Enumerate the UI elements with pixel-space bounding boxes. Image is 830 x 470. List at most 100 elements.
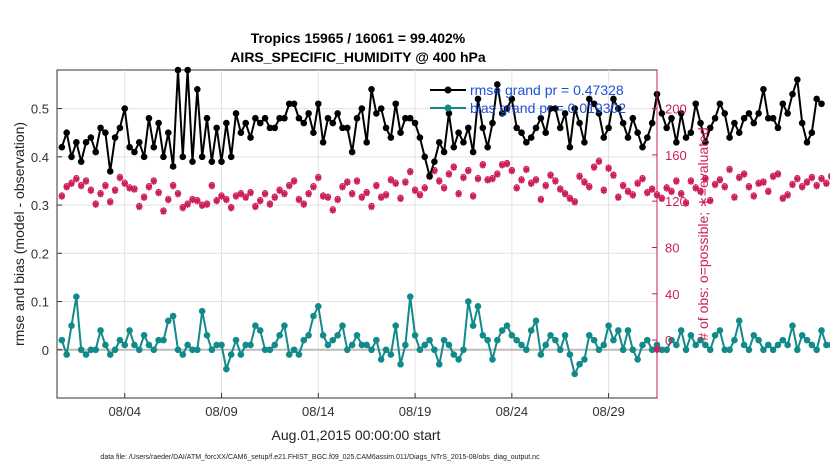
- rmse-point: [532, 124, 540, 132]
- x-tick-label: 08/04: [108, 404, 141, 419]
- bias-point: [440, 336, 448, 344]
- obs-evaluated-marker: [73, 175, 80, 183]
- series-rmse: [58, 66, 825, 180]
- rmse-point: [610, 95, 617, 103]
- obs-evaluated-marker: [203, 201, 211, 208]
- bias-point: [464, 298, 472, 305]
- bias-point: [348, 341, 356, 349]
- rmse-point: [479, 124, 487, 132]
- obs-evaluated-marker: [808, 174, 816, 182]
- rmse-point: [97, 124, 104, 132]
- y-left-tick-label: 0.4: [31, 150, 49, 165]
- y-axis-left-label: rmse and bias (model - observation): [11, 122, 27, 346]
- rmse-point: [68, 153, 75, 161]
- legend-label-rmse: rmse grand pr = 0.47328: [470, 82, 624, 98]
- rmse-point: [494, 81, 501, 88]
- rmse-point: [82, 139, 90, 146]
- rmse-point: [644, 134, 651, 141]
- rmse-point: [731, 119, 738, 127]
- bias-point: [537, 351, 545, 358]
- bias-point: [808, 341, 816, 349]
- obs-evaluated-marker: [174, 191, 182, 198]
- obs-evaluated-marker: [697, 188, 704, 196]
- obs-evaluated-marker: [392, 180, 399, 188]
- obs-evaluated-marker: [218, 193, 225, 200]
- bias-point: [189, 346, 196, 354]
- rmse-point: [663, 124, 670, 132]
- obs-evaluated-marker: [411, 187, 419, 194]
- bias-point: [445, 341, 453, 349]
- obs-evaluated-marker: [508, 167, 516, 175]
- obs-evaluated-marker: [281, 191, 288, 198]
- bias-point: [261, 346, 269, 354]
- bias-point: [561, 331, 569, 339]
- rmse-point: [813, 95, 820, 103]
- bias-point: [750, 331, 758, 339]
- rmse-point: [377, 105, 385, 112]
- bias-point: [77, 346, 85, 354]
- bias-point: [726, 346, 733, 354]
- obs-evaluated-marker: [479, 162, 487, 169]
- rmse-point: [155, 119, 162, 127]
- obs-evaluated-marker: [566, 195, 574, 203]
- rmse-point: [397, 129, 404, 137]
- obs-evaluated-marker: [131, 186, 138, 193]
- obs-evaluated-marker: [644, 189, 651, 197]
- obs-evaluated-marker: [82, 178, 90, 185]
- rmse-point: [285, 100, 293, 108]
- rmse-point: [431, 158, 438, 165]
- bias-point: [135, 346, 143, 354]
- obs-evaluated-marker: [208, 182, 216, 190]
- bias-point: [523, 346, 530, 354]
- obs-evaluated-marker: [798, 184, 806, 191]
- bias-point: [435, 360, 443, 368]
- rmse-point: [498, 110, 506, 117]
- obs-evaluated-marker: [745, 184, 753, 191]
- obs-evaluated-marker: [334, 196, 341, 204]
- bias-point: [368, 346, 375, 354]
- bias-point: [271, 341, 279, 349]
- bias-point: [798, 331, 806, 339]
- rmse-point: [73, 139, 80, 146]
- rmse-point: [702, 139, 709, 146]
- rmse-point: [523, 139, 530, 146]
- y-right-tick-label: 200: [665, 102, 687, 117]
- rmse-point: [508, 95, 516, 103]
- bias-point: [203, 331, 211, 339]
- bias-point: [764, 341, 772, 349]
- rmse-point: [242, 119, 250, 127]
- obs-evaluated-marker: [155, 189, 162, 197]
- obs-evaluated-marker: [87, 187, 95, 194]
- obs-evaluated-marker: [310, 184, 317, 191]
- y-right-tick-label: 40: [665, 287, 679, 302]
- x-tick-label: 08/14: [302, 404, 335, 419]
- series-bias: [58, 293, 830, 378]
- rmse-point: [358, 105, 366, 112]
- bias-point: [619, 346, 627, 354]
- series-obs_evaluated: [58, 158, 830, 215]
- rmse-point: [102, 129, 109, 137]
- obs-evaluated-marker: [707, 197, 714, 205]
- rmse-point: [300, 119, 308, 127]
- obs-evaluated-marker: [726, 166, 733, 174]
- bias-point: [169, 312, 177, 320]
- bias-point: [484, 336, 491, 344]
- obs-evaluated-marker: [436, 178, 443, 185]
- bias-point: [377, 356, 385, 363]
- obs-evaluated-marker: [136, 203, 143, 211]
- bias-point: [503, 322, 511, 329]
- rmse-point: [314, 100, 322, 108]
- obs-evaluated-marker: [58, 193, 66, 200]
- bias-point: [256, 327, 264, 334]
- obs-evaluated-marker: [586, 184, 593, 191]
- obs-evaluated-marker: [523, 166, 530, 174]
- bias-point: [648, 346, 656, 354]
- bias-point: [663, 346, 670, 354]
- obs-evaluated-marker: [286, 182, 293, 190]
- bias-point: [140, 331, 148, 339]
- rmse-point: [445, 110, 453, 117]
- obs-evaluated-marker: [150, 178, 157, 185]
- rmse-point: [276, 114, 283, 122]
- bias-point: [111, 346, 119, 354]
- bias-point: [329, 336, 337, 344]
